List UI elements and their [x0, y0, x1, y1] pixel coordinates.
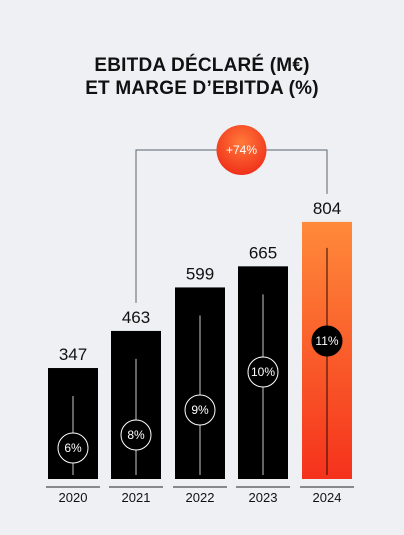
growth-connector	[135, 149, 328, 303]
value-label-2024: 804	[313, 199, 341, 218]
margin-circle-2022	[184, 394, 216, 426]
margin-label-2022: 9%	[191, 403, 209, 417]
margin-label-2021: 8%	[127, 428, 145, 442]
margin-circle-2021	[120, 419, 152, 451]
year-label-2023: 2023	[249, 490, 278, 505]
margin-circle-2020	[57, 432, 89, 464]
margin-circle-2023	[247, 356, 279, 388]
year-label-2024: 2024	[313, 490, 342, 505]
margin-label-2024: 11%	[315, 334, 338, 348]
growth-label: +74%	[226, 143, 257, 157]
year-label-2022: 2022	[186, 490, 215, 505]
year-label-2021: 2021	[122, 490, 151, 505]
chart-title: EBITDA DÉCLARÉ (M€) ET MARGE D’EBITDA (%…	[0, 54, 404, 100]
value-label-2020: 347	[59, 345, 87, 364]
value-label-2023: 665	[249, 243, 277, 262]
growth-badge	[216, 125, 267, 175]
margin-label-2020: 6%	[64, 441, 82, 455]
chart-title-line-1: EBITDA DÉCLARÉ (M€)	[94, 55, 310, 76]
value-label-2022: 599	[186, 264, 214, 283]
value-label-2021: 463	[122, 308, 150, 327]
margin-circle-2024	[311, 325, 343, 357]
chart-title-line-2: ET MARGE D’EBITDA (%)	[85, 78, 319, 99]
year-label-2020: 2020	[59, 490, 88, 505]
margin-label-2023: 10%	[251, 365, 275, 379]
